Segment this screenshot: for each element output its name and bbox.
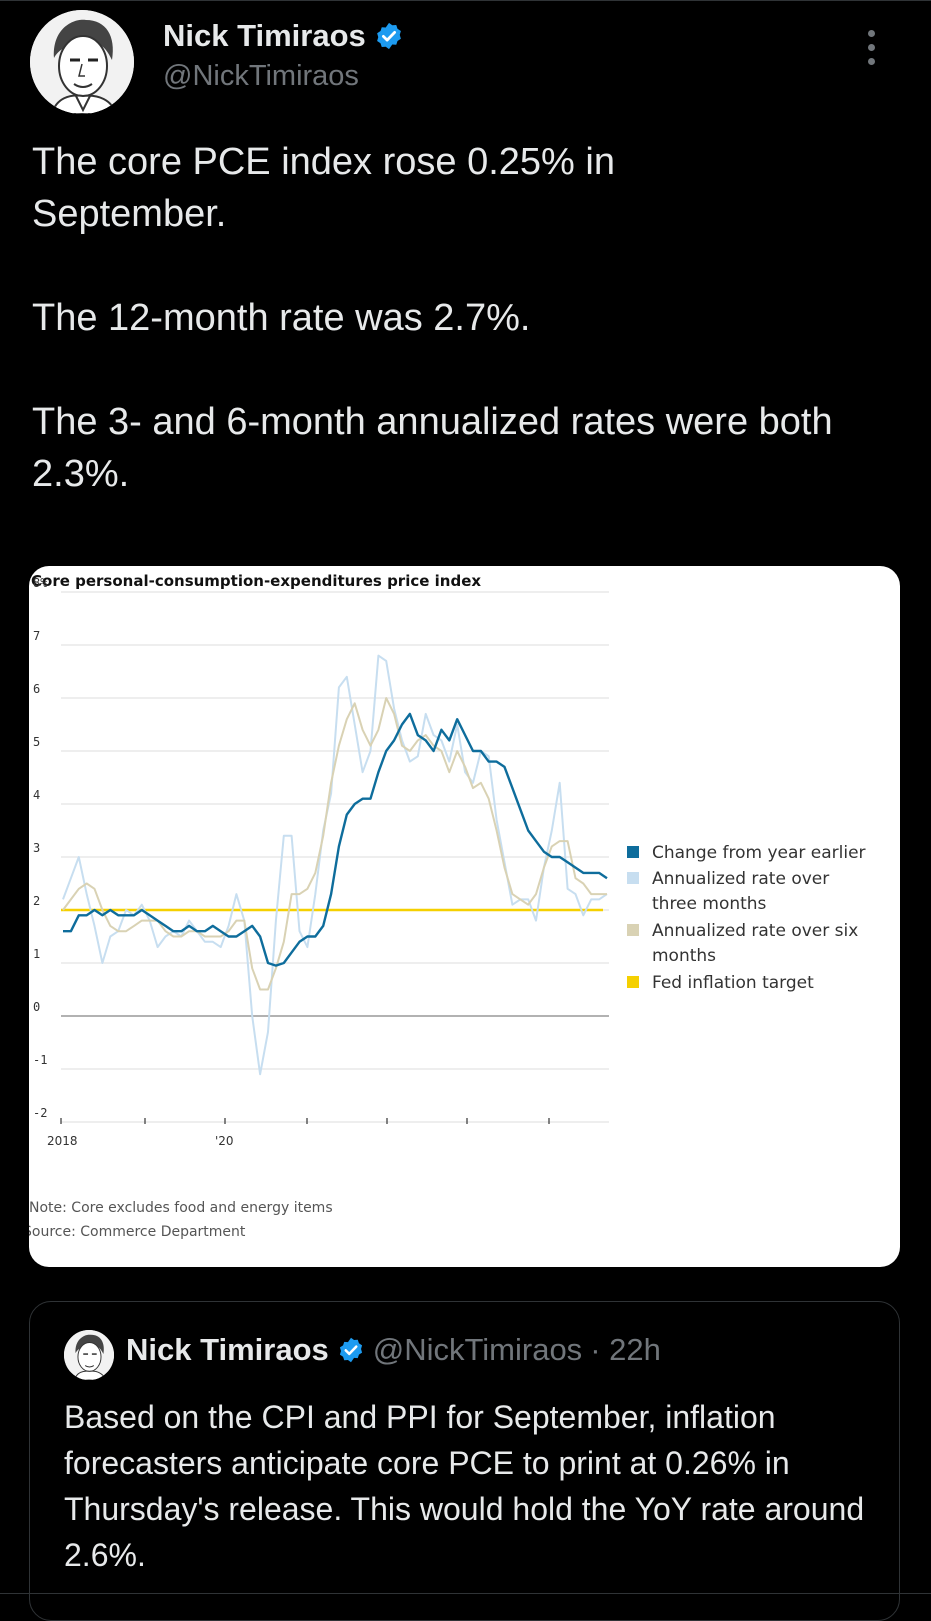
quoted-author-avatar[interactable]: [64, 1330, 114, 1380]
y-tick-label: 8%: [33, 576, 48, 590]
y-tick-label: 3: [33, 841, 40, 855]
y-tick-label: 2: [33, 894, 40, 908]
author-avatar[interactable]: [30, 10, 134, 114]
author-name-row[interactable]: Nick Timiraos: [163, 18, 404, 54]
quoted-text: Based on the CPI and PPI for September, …: [64, 1399, 865, 1573]
quoted-tweet[interactable]: Nick Timiraos @NickTimiraos · 22h Based …: [29, 1301, 900, 1621]
more-options-icon[interactable]: [864, 30, 878, 74]
chart-title: Core personal-consumption-expenditures p…: [31, 572, 481, 590]
legend-swatch: [627, 976, 639, 988]
legend-label: Annualized rate over six: [652, 921, 858, 941]
legend-label: Change from year earlier: [652, 843, 866, 863]
quoted-author-handle[interactable]: @NickTimiraos: [372, 1332, 583, 1367]
tweet-paragraph: The core PCE index rose 0.25% in Septemb…: [32, 141, 615, 235]
author-name[interactable]: Nick Timiraos: [163, 18, 366, 53]
y-tick-label: 0: [33, 1000, 40, 1014]
bottom-divider: [0, 1593, 931, 1594]
chart-note: Note: Core excludes food and energy item…: [29, 1200, 333, 1216]
tweet-paragraph: The 3- and 6-month annualized rates were…: [32, 401, 833, 495]
chart-source: Source: Commerce Department: [29, 1224, 246, 1240]
author-handle[interactable]: @NickTimiraos: [163, 60, 359, 92]
verified-badge-icon: [339, 1337, 362, 1363]
series-line-year-earlier: [63, 712, 608, 967]
y-tick-label: 5: [33, 735, 40, 749]
legend-swatch: [627, 846, 639, 858]
avatar-portrait-icon: [64, 1330, 114, 1380]
y-tick-label: -1: [33, 1053, 47, 1067]
y-tick-label: 1: [33, 947, 40, 961]
series-line-three-month: [62, 654, 608, 1076]
x-tick-label: 2018: [47, 1134, 78, 1148]
legend-swatch: [627, 924, 639, 936]
y-tick-label: 6: [33, 682, 40, 696]
legend-label: months: [652, 946, 716, 966]
verified-badge-icon: [376, 22, 401, 50]
y-tick-label: 7: [33, 629, 40, 643]
series-line-six-month: [62, 697, 607, 991]
tweet-text: The core PCE index rose 0.25% in Septemb…: [32, 136, 892, 552]
x-tick-label: '20: [215, 1134, 234, 1148]
avatar-portrait-icon: [30, 10, 134, 114]
legend-label: three months: [652, 894, 767, 914]
legend-swatch: [627, 872, 639, 884]
legend-label: Annualized rate over: [652, 869, 829, 889]
y-tick-label: -2: [33, 1106, 47, 1120]
pce-line-chart: Core personal-consumption-expenditures p…: [29, 572, 866, 1240]
tweet-paragraph: The 12-month rate was 2.7%.: [32, 297, 531, 339]
chart-image[interactable]: Core personal-consumption-expenditures p…: [29, 566, 900, 1267]
legend-label: Fed inflation target: [652, 973, 814, 993]
quoted-header: Nick Timiraos @NickTimiraos · 22h: [126, 1332, 661, 1368]
top-divider: [0, 0, 931, 1]
y-tick-label: 4: [33, 788, 40, 802]
quoted-author-name[interactable]: Nick Timiraos: [126, 1332, 329, 1367]
quoted-timestamp[interactable]: · 22h: [590, 1332, 661, 1367]
